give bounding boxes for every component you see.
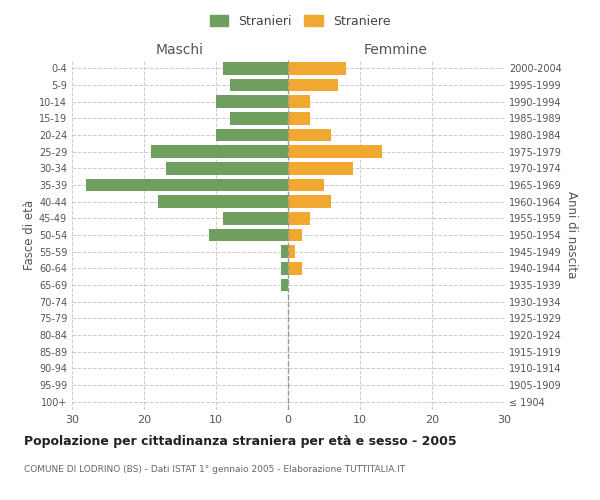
Text: Femmine: Femmine bbox=[364, 42, 428, 56]
Bar bbox=[216, 129, 288, 141]
Bar bbox=[166, 162, 288, 174]
Text: COMUNE DI LODRINO (BS) - Dati ISTAT 1° gennaio 2005 - Elaborazione TUTTITALIA.IT: COMUNE DI LODRINO (BS) - Dati ISTAT 1° g… bbox=[24, 465, 405, 474]
Bar bbox=[288, 212, 310, 224]
Bar bbox=[288, 129, 331, 141]
Bar bbox=[86, 179, 288, 192]
Bar bbox=[151, 146, 288, 158]
Bar bbox=[288, 96, 310, 108]
Text: Maschi: Maschi bbox=[156, 42, 204, 56]
Bar bbox=[230, 112, 288, 124]
Bar bbox=[288, 246, 295, 258]
Bar bbox=[288, 162, 353, 174]
Y-axis label: Anni di nascita: Anni di nascita bbox=[565, 192, 578, 278]
Text: Popolazione per cittadinanza straniera per età e sesso - 2005: Popolazione per cittadinanza straniera p… bbox=[24, 435, 457, 448]
Bar bbox=[281, 246, 288, 258]
Bar bbox=[223, 212, 288, 224]
Bar bbox=[209, 229, 288, 241]
Bar bbox=[223, 62, 288, 74]
Y-axis label: Fasce di età: Fasce di età bbox=[23, 200, 36, 270]
Bar bbox=[288, 262, 302, 274]
Bar bbox=[288, 229, 302, 241]
Bar bbox=[288, 112, 310, 124]
Bar bbox=[281, 262, 288, 274]
Bar bbox=[288, 196, 331, 208]
Bar bbox=[288, 146, 382, 158]
Legend: Stranieri, Straniere: Stranieri, Straniere bbox=[206, 11, 394, 32]
Bar bbox=[158, 196, 288, 208]
Bar bbox=[288, 179, 324, 192]
Bar bbox=[281, 279, 288, 291]
Bar bbox=[288, 62, 346, 74]
Bar bbox=[230, 79, 288, 92]
Bar bbox=[216, 96, 288, 108]
Bar bbox=[288, 79, 338, 92]
